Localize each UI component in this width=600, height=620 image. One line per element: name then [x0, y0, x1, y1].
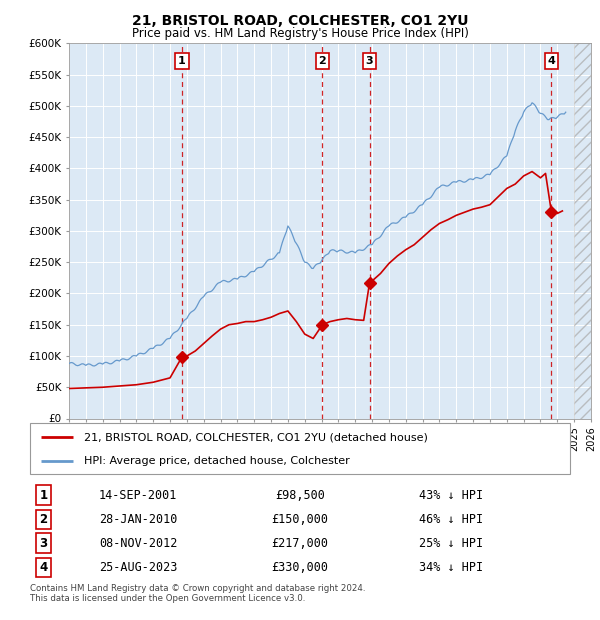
Text: 25% ↓ HPI: 25% ↓ HPI [419, 536, 483, 549]
Text: HPI: Average price, detached house, Colchester: HPI: Average price, detached house, Colc… [84, 456, 350, 466]
Text: 43% ↓ HPI: 43% ↓ HPI [419, 489, 483, 502]
Text: 1: 1 [178, 56, 186, 66]
Text: 4: 4 [547, 56, 556, 66]
Text: £98,500: £98,500 [275, 489, 325, 502]
Text: 21, BRISTOL ROAD, COLCHESTER, CO1 2YU: 21, BRISTOL ROAD, COLCHESTER, CO1 2YU [132, 14, 468, 28]
Text: 21, BRISTOL ROAD, COLCHESTER, CO1 2YU (detached house): 21, BRISTOL ROAD, COLCHESTER, CO1 2YU (d… [84, 432, 428, 442]
Text: 34% ↓ HPI: 34% ↓ HPI [419, 561, 483, 574]
Text: 25-AUG-2023: 25-AUG-2023 [99, 561, 177, 574]
Text: £217,000: £217,000 [271, 536, 329, 549]
Text: 1: 1 [40, 489, 47, 502]
Text: 08-NOV-2012: 08-NOV-2012 [99, 536, 177, 549]
Text: 28-JAN-2010: 28-JAN-2010 [99, 513, 177, 526]
Text: 14-SEP-2001: 14-SEP-2001 [99, 489, 177, 502]
Text: £330,000: £330,000 [271, 561, 329, 574]
Bar [574, 43, 593, 418]
Text: £150,000: £150,000 [271, 513, 329, 526]
Text: Price paid vs. HM Land Registry's House Price Index (HPI): Price paid vs. HM Land Registry's House … [131, 27, 469, 40]
FancyBboxPatch shape [30, 423, 570, 474]
Text: 3: 3 [40, 536, 47, 549]
Text: 3: 3 [366, 56, 373, 66]
Text: 2: 2 [319, 56, 326, 66]
Text: 2: 2 [40, 513, 47, 526]
Text: 46% ↓ HPI: 46% ↓ HPI [419, 513, 483, 526]
Text: 4: 4 [40, 561, 47, 574]
Text: Contains HM Land Registry data © Crown copyright and database right 2024.
This d: Contains HM Land Registry data © Crown c… [30, 584, 365, 603]
